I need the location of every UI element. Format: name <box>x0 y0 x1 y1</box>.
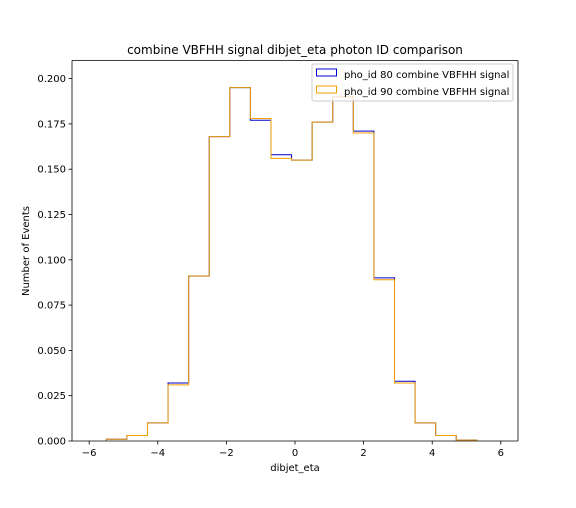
histogram-bin <box>374 280 395 441</box>
legend-label-pho-id-90: pho_id 90 combine VBFHH signal <box>344 87 509 98</box>
x-tick-label: 4 <box>429 448 435 459</box>
plot-area <box>72 60 518 441</box>
histogram-bin <box>127 436 148 441</box>
histogram-bin <box>271 158 292 441</box>
chart-title: combine VBFHH signal dibjet_eta photon I… <box>127 43 463 57</box>
x-tick-label: 6 <box>498 448 504 459</box>
legend-swatch-pho-id-80 <box>316 68 337 77</box>
legend-box <box>311 63 514 102</box>
x-axis-label: dibjet_eta <box>270 463 320 474</box>
y-tick-label: 0.125 <box>37 210 66 221</box>
histogram-bin <box>333 97 354 441</box>
y-tick-label: 0.000 <box>37 437 66 448</box>
x-axis-ticks: −6 −4 −2 0 2 4 6 <box>82 441 504 459</box>
legend: pho_id 80 combine VBFHH signal pho_id 90… <box>311 63 514 102</box>
histogram-bin <box>312 122 333 441</box>
x-tick-label: −2 <box>219 448 234 459</box>
histogram-bin <box>436 436 457 441</box>
x-tick-label: 2 <box>360 448 366 459</box>
x-tick-label: −6 <box>82 448 97 459</box>
x-tick-label: −4 <box>150 448 165 459</box>
histogram-bin <box>209 137 230 441</box>
histogram-bin <box>394 383 415 441</box>
legend-label-pho-id-80: pho_id 80 combine VBFHH signal <box>344 70 509 81</box>
histogram-bin <box>230 88 251 441</box>
y-tick-label: 0.175 <box>37 119 66 130</box>
y-tick-label: 0.100 <box>37 255 66 266</box>
series-layer <box>105 87 478 441</box>
histogram-bin <box>415 423 436 441</box>
histogram-bin <box>250 118 271 441</box>
legend-swatch-pho-id-90 <box>316 85 337 94</box>
y-tick-label: 0.075 <box>37 301 66 312</box>
histogram-bin <box>353 133 374 441</box>
histogram-bin <box>292 160 313 441</box>
x-tick-label: 0 <box>292 448 298 459</box>
histogram-bin <box>168 385 189 441</box>
histogram-bin <box>189 276 210 441</box>
y-axis-label: Number of Events <box>21 206 32 296</box>
y-tick-label: 0.025 <box>37 391 66 402</box>
y-tick-label: 0.150 <box>37 165 66 176</box>
histogram-bin <box>147 423 168 441</box>
y-axis-ticks: 0.000 0.025 0.050 0.075 0.100 0.125 0.150 0.175… <box>37 74 72 448</box>
series-step-outline <box>105 87 478 441</box>
y-tick-label: 0.200 <box>37 74 66 85</box>
series-pho-id-90 <box>105 87 478 441</box>
y-tick-label: 0.050 <box>37 346 66 357</box>
